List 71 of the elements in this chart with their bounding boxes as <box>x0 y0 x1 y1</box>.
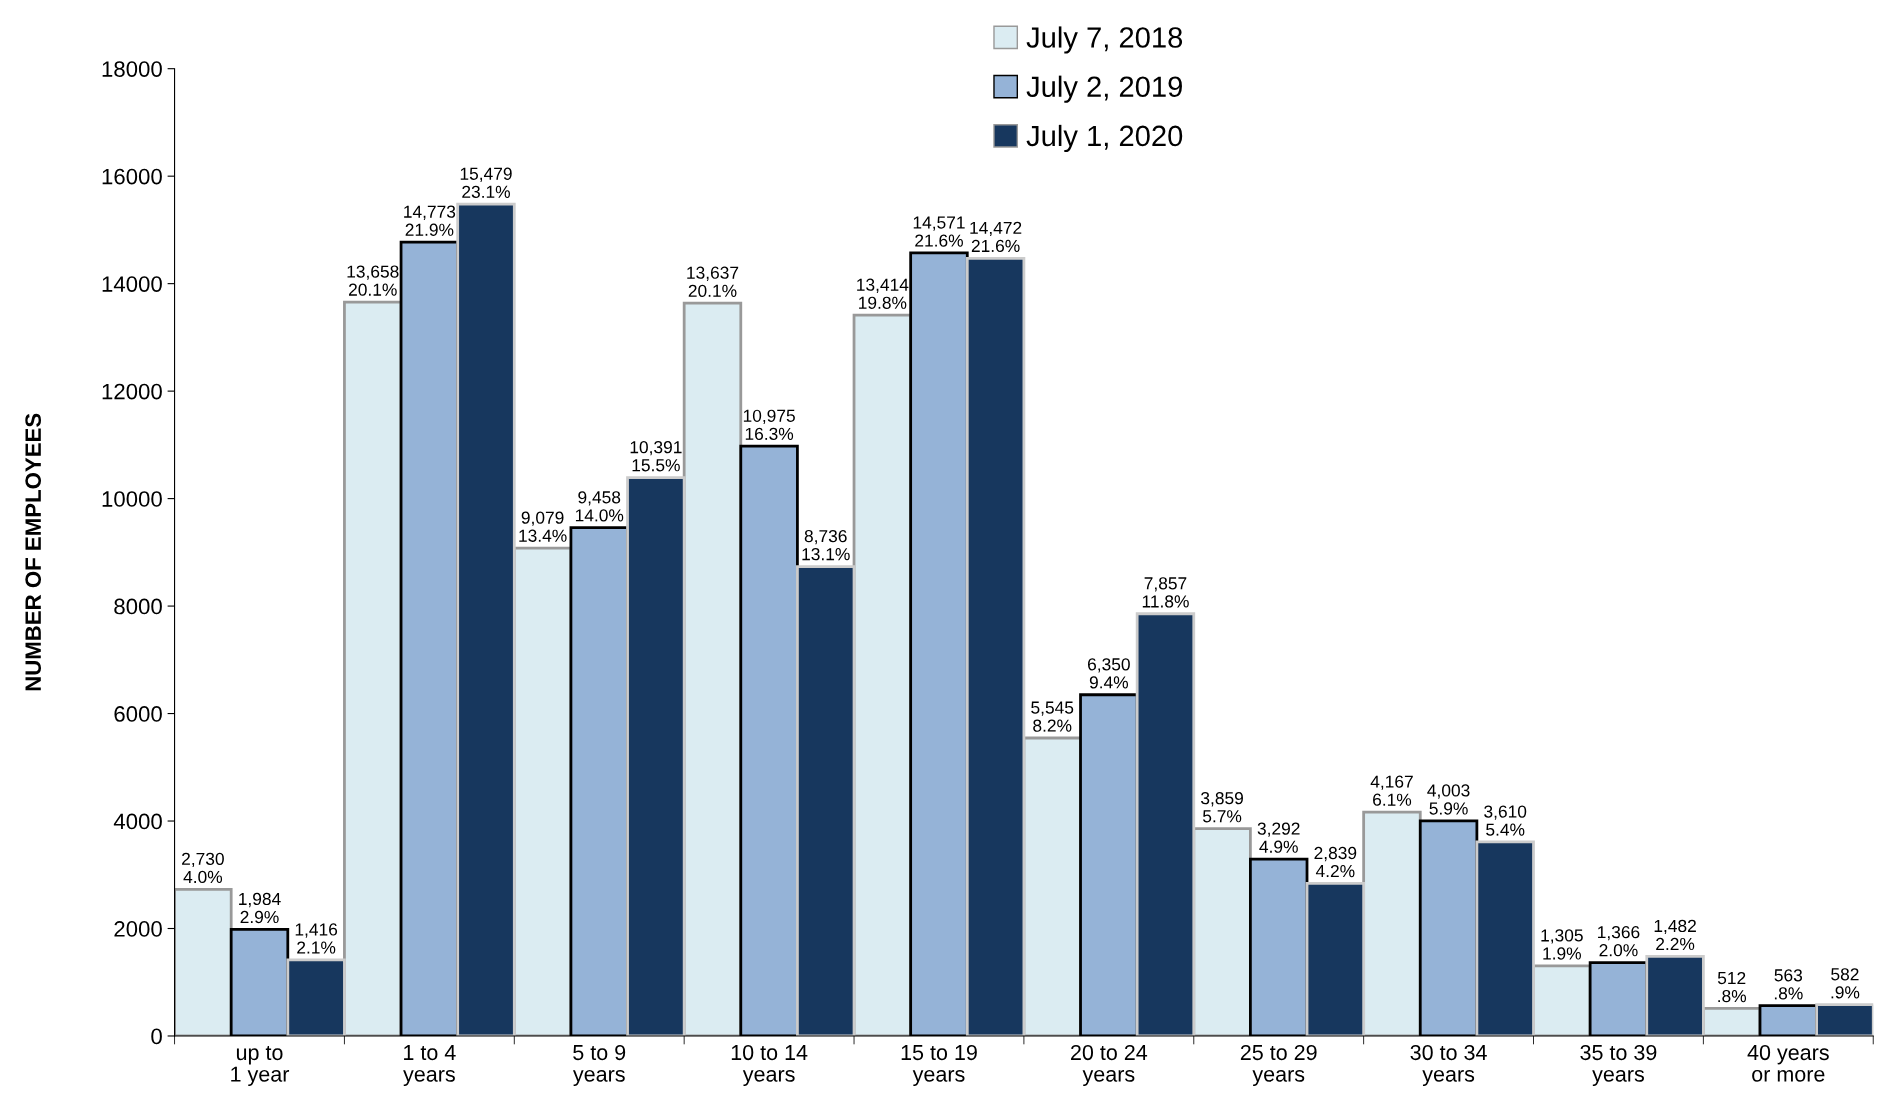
x-tick-label: 35 to 39 years <box>1580 1044 1657 1087</box>
data-label: 14,571 21.6% <box>913 216 965 247</box>
y-tick-label: 14000 <box>102 276 162 292</box>
data-label: 4,003 5.9% <box>1427 784 1470 815</box>
bar <box>1645 954 1705 1036</box>
y-tick-label: 8000 <box>114 598 162 615</box>
data-label: 14,773 21.9% <box>404 205 456 236</box>
y-tick-label: 4000 <box>113 813 162 830</box>
bar <box>1022 736 1082 1036</box>
data-label: 8,736 13.1% <box>802 529 850 561</box>
bar <box>1135 612 1196 1036</box>
bar <box>1475 840 1535 1036</box>
x-tick-label: 10 to 14 years <box>731 1044 808 1087</box>
legend-label: July 7, 2018 <box>1026 26 1183 54</box>
bar <box>1815 1003 1874 1036</box>
data-label: 13,637 20.1% <box>687 266 739 297</box>
x-tick-label: 15 to 19 years <box>901 1044 977 1087</box>
bar <box>796 565 856 1036</box>
y-tick-label: 16000 <box>102 168 162 185</box>
data-label: 512 .8% <box>1717 971 1747 1003</box>
legend-label: July 2, 2019 <box>1026 75 1182 103</box>
x-tick-label: 40 years or more <box>1747 1044 1829 1082</box>
bar <box>1305 882 1366 1036</box>
x-tick-label: 30 to 34 years <box>1410 1044 1487 1087</box>
data-label: 7,857 11.8% <box>1142 577 1189 608</box>
bar <box>456 202 516 1036</box>
data-label: 3,292 4.9% <box>1257 822 1300 853</box>
data-label: 1,366 2.0% <box>1598 926 1640 957</box>
data-label: 14,472 21.6% <box>970 221 1022 253</box>
y-tick-label: 6000 <box>114 706 162 722</box>
x-tick-label: 5 to 9 years <box>572 1044 626 1087</box>
data-label: 1,482 2.2% <box>1654 919 1696 951</box>
data-label: 2,730 4.0% <box>182 852 224 884</box>
data-label: 1,416 2.1% <box>295 923 338 954</box>
bar <box>343 300 403 1036</box>
data-label: 2,839 4.2% <box>1314 846 1357 878</box>
data-label: 3,859 5.7% <box>1201 792 1243 823</box>
bar <box>286 958 346 1036</box>
bar <box>1532 964 1592 1036</box>
bar <box>682 301 743 1036</box>
data-label: 3,610 5.4% <box>1484 805 1527 836</box>
y-tick-label: 2000 <box>114 921 162 937</box>
data-label: 5,545 8.2% <box>1031 701 1074 732</box>
data-label: 13,414 19.8% <box>857 278 909 309</box>
bar <box>174 887 233 1036</box>
data-label: 9,079 13.4% <box>519 511 567 542</box>
data-label: 10,391 15.5% <box>630 441 682 472</box>
bar <box>1362 810 1422 1036</box>
y-axis-title: NUMBER OF EMPLOYEES <box>25 413 42 691</box>
bar <box>626 476 686 1036</box>
legend-label: July 1, 2020 <box>1026 124 1183 153</box>
data-label: 13,658 20.1% <box>347 265 399 296</box>
y-tick-label: 10000 <box>102 491 162 507</box>
bar <box>1192 827 1252 1036</box>
x-tick-label: up to 1 year <box>231 1046 290 1087</box>
data-label: 9,458 14.0% <box>575 491 624 522</box>
data-label: 1,984 2.9% <box>239 892 281 924</box>
y-tick-label: 18000 <box>102 61 162 77</box>
data-label: 563 .8% <box>1774 969 1803 1000</box>
data-label: 15,479 23.1% <box>460 167 512 198</box>
data-label: 6,350 9.4% <box>1088 658 1130 689</box>
x-tick-label: 1 to 4 years <box>403 1045 456 1087</box>
data-label: 10,975 16.3% <box>743 409 795 440</box>
data-label: 1,305 1.9% <box>1541 929 1583 960</box>
x-tick-label: 25 to 29 years <box>1240 1044 1317 1087</box>
y-tick-label: 0 <box>151 1028 162 1045</box>
y-tick-label: 12000 <box>102 383 162 400</box>
data-label: 4,167 6.1% <box>1370 775 1413 806</box>
bar <box>965 256 1026 1036</box>
data-label: 582 .9% <box>1831 968 1860 999</box>
x-tick-label: 20 to 24 years <box>1071 1044 1148 1087</box>
